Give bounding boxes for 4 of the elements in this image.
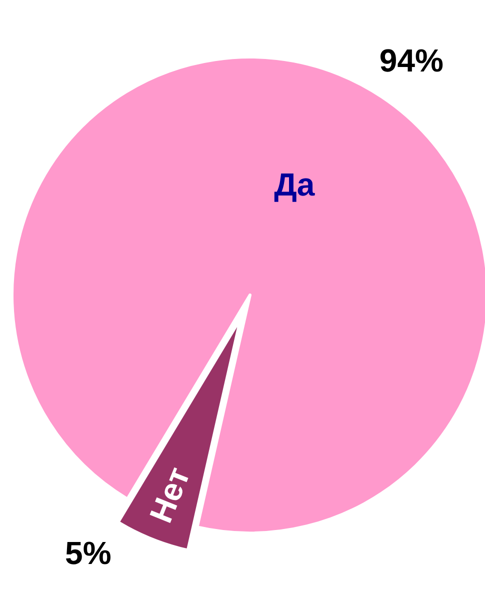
data-label: 5% (65, 534, 112, 571)
data-label: 94% (379, 42, 444, 78)
slice-label: Нет (142, 462, 197, 528)
slice-label: Да (274, 166, 315, 203)
